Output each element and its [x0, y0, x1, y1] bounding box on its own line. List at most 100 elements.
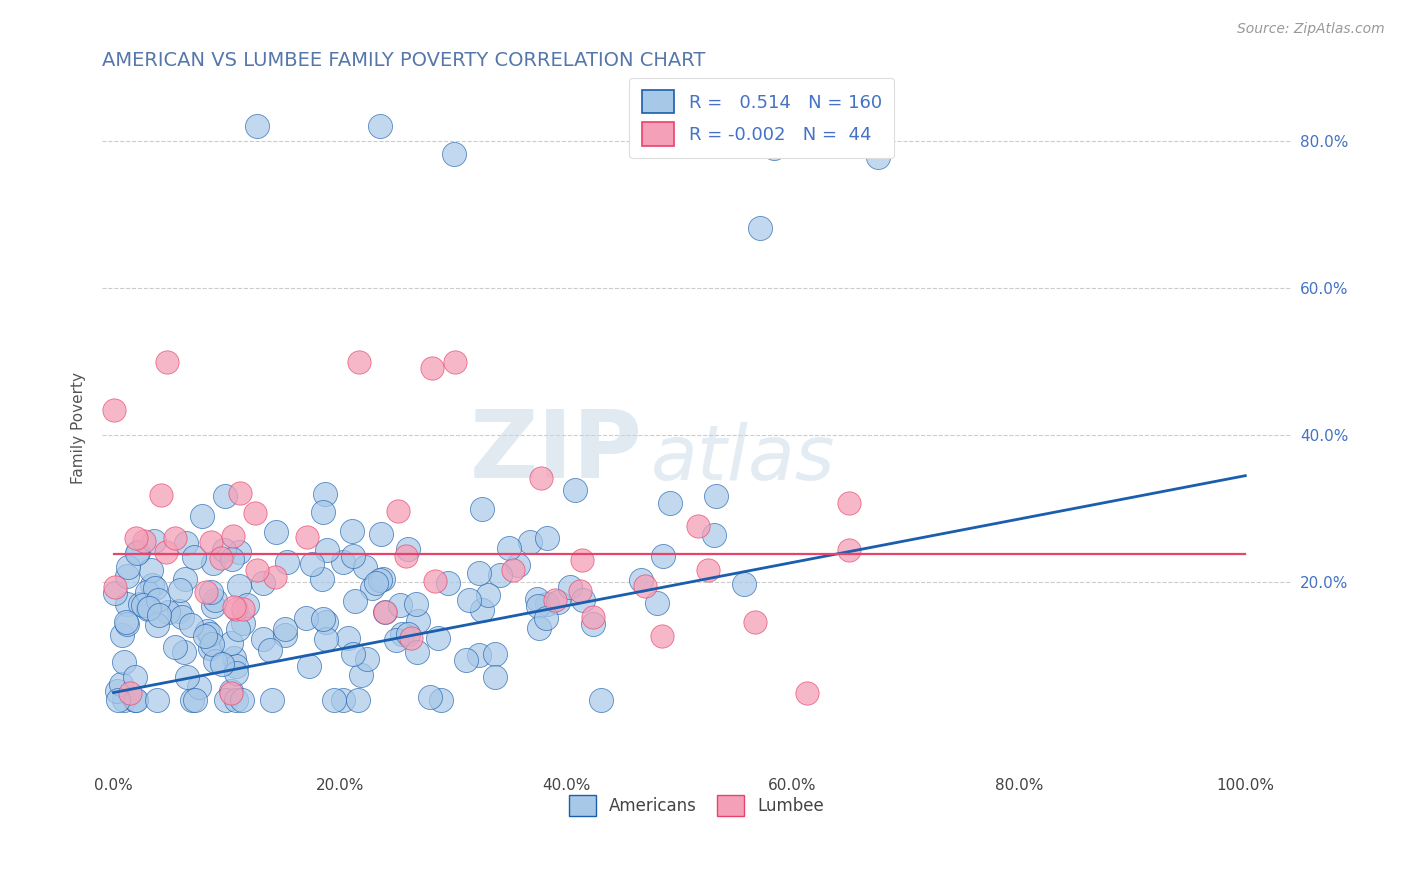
- Point: [146, 593, 169, 607]
- Point: [658, 496, 681, 510]
- Point: [385, 632, 408, 647]
- Point: [243, 506, 266, 520]
- Point: [838, 542, 860, 557]
- Point: [332, 693, 354, 707]
- Point: [191, 508, 214, 523]
- Point: [454, 653, 477, 667]
- Point: [484, 647, 506, 661]
- Point: [571, 593, 593, 607]
- Point: [125, 531, 148, 545]
- Point: [198, 640, 221, 655]
- Point: [396, 541, 419, 556]
- Point: [589, 693, 612, 707]
- Point: [502, 563, 524, 577]
- Point: [316, 543, 339, 558]
- Point: [103, 402, 125, 417]
- Point: [176, 670, 198, 684]
- Point: [634, 579, 657, 593]
- Point: [406, 615, 429, 629]
- Point: [184, 693, 207, 707]
- Point: [264, 570, 287, 584]
- Point: [301, 557, 323, 571]
- Point: [146, 693, 169, 707]
- Text: Source: ZipAtlas.com: Source: ZipAtlas.com: [1237, 22, 1385, 37]
- Point: [387, 503, 409, 517]
- Point: [374, 605, 396, 619]
- Point: [340, 524, 363, 538]
- Point: [430, 693, 453, 707]
- Point: [645, 596, 668, 610]
- Point: [127, 544, 149, 558]
- Point: [246, 120, 269, 134]
- Point: [172, 610, 194, 624]
- Point: [703, 527, 725, 541]
- Point: [246, 563, 269, 577]
- Point: [232, 616, 254, 631]
- Point: [112, 693, 135, 707]
- Point: [117, 559, 139, 574]
- Text: ZIP: ZIP: [470, 406, 643, 498]
- Point: [200, 535, 222, 549]
- Point: [209, 550, 232, 565]
- Point: [273, 628, 295, 642]
- Point: [219, 635, 242, 649]
- Point: [467, 566, 489, 581]
- Point: [294, 611, 316, 625]
- Point: [471, 603, 494, 617]
- Point: [150, 488, 173, 502]
- Point: [229, 486, 252, 500]
- Point: [420, 360, 443, 375]
- Point: [468, 648, 491, 662]
- Point: [371, 572, 394, 586]
- Point: [332, 556, 354, 570]
- Point: [225, 666, 247, 681]
- Point: [347, 355, 370, 369]
- Point: [156, 355, 179, 369]
- Point: [337, 631, 360, 645]
- Point: [225, 602, 247, 616]
- Point: [155, 545, 177, 559]
- Point: [107, 693, 129, 707]
- Point: [222, 651, 245, 665]
- Point: [118, 685, 141, 699]
- Point: [350, 668, 373, 682]
- Point: [124, 670, 146, 684]
- Point: [173, 644, 195, 658]
- Point: [264, 524, 287, 539]
- Point: [547, 595, 569, 609]
- Point: [200, 585, 222, 599]
- Point: [704, 120, 727, 134]
- Point: [298, 659, 321, 673]
- Point: [374, 606, 396, 620]
- Point: [346, 693, 368, 707]
- Point: [201, 556, 224, 570]
- Point: [534, 611, 557, 625]
- Point: [651, 629, 673, 643]
- Point: [132, 599, 155, 613]
- Text: atlas: atlas: [651, 422, 835, 496]
- Point: [458, 592, 481, 607]
- Point: [105, 683, 128, 698]
- Point: [388, 598, 411, 612]
- Point: [766, 120, 789, 134]
- Y-axis label: Family Poverty: Family Poverty: [72, 372, 86, 483]
- Text: AMERICAN VS LUMBEE FAMILY POVERTY CORRELATION CHART: AMERICAN VS LUMBEE FAMILY POVERTY CORREL…: [103, 51, 706, 70]
- Point: [226, 622, 249, 636]
- Point: [582, 616, 605, 631]
- Point: [141, 577, 163, 591]
- Point: [498, 541, 520, 556]
- Point: [312, 612, 335, 626]
- Point: [111, 628, 134, 642]
- Point: [169, 604, 191, 618]
- Point: [115, 569, 138, 583]
- Point: [236, 598, 259, 612]
- Point: [174, 536, 197, 550]
- Point: [136, 602, 159, 616]
- Point: [128, 597, 150, 611]
- Point: [838, 496, 860, 510]
- Point: [198, 627, 221, 641]
- Point: [368, 120, 391, 134]
- Point: [342, 549, 364, 564]
- Point: [104, 580, 127, 594]
- Point: [124, 693, 146, 707]
